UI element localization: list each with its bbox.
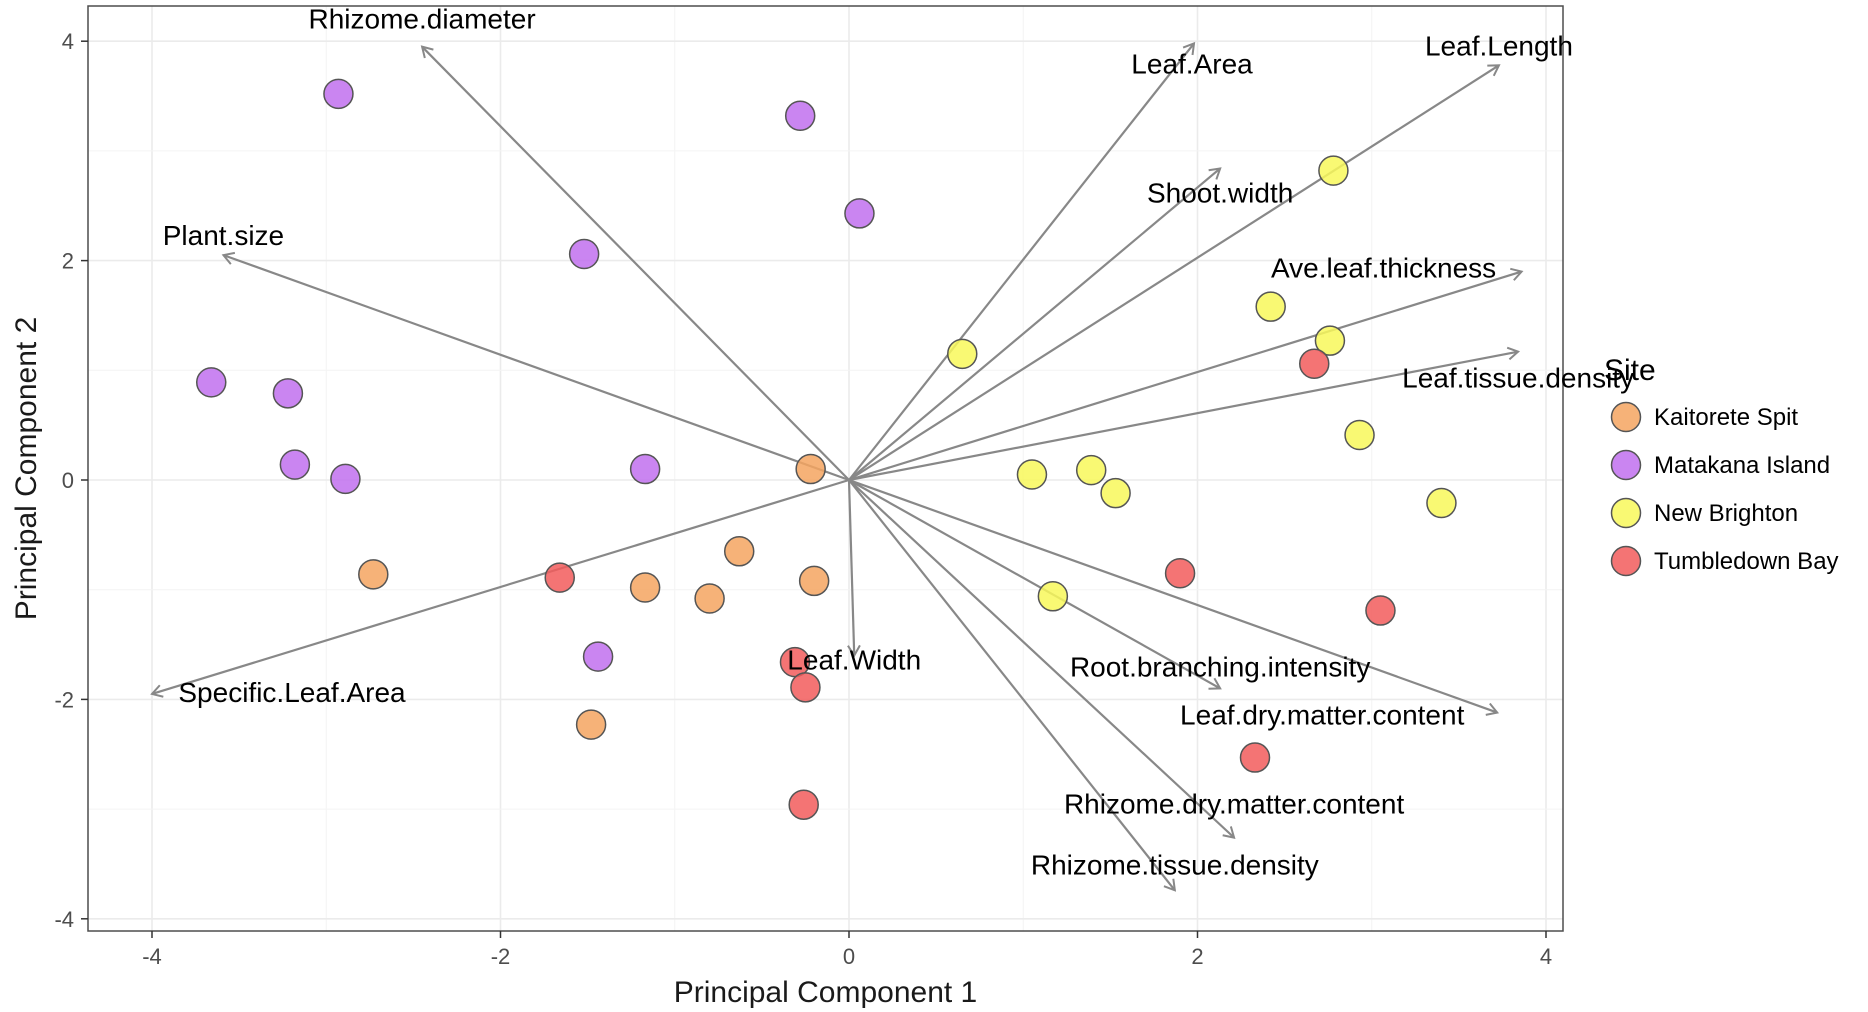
y-tick-label: 2 [62,249,74,274]
data-point [629,572,661,603]
data-point [1037,581,1069,612]
vector-arrow [420,45,850,481]
data-point [1100,477,1131,509]
vector-label: Shoot.width [1147,177,1293,208]
vector-arrow [848,64,1501,481]
vector-label: Ave.leaf.thickness [1271,253,1496,284]
data-point [629,453,661,485]
x-tick-label: 2 [1191,944,1203,969]
data-point [1239,742,1271,773]
vector-arrow [848,167,1222,481]
data-point [1164,557,1196,589]
x-axis-title: Principal Component 1 [674,976,978,1009]
data-point [195,367,227,398]
legend-label: Tumbledown Bay [1654,548,1839,575]
data-point [1318,155,1349,186]
data-point [544,562,575,593]
vector-label: Leaf.tissue.density [1402,363,1634,394]
vector-label: Plant.size [163,220,284,251]
plot-panel [87,5,1564,932]
y-tick-label: 0 [62,468,74,493]
vector-arrow [848,267,1524,482]
data-point [798,565,830,597]
data-point [844,198,875,229]
data-point [1075,454,1107,486]
legend-swatch [1610,545,1642,577]
points [195,78,1457,820]
data-point [568,238,600,270]
legend: Site Kaitorete Spit Matakana Island New Br… [1604,354,1839,577]
data-point [272,378,304,409]
y-tick-label: -4 [54,907,74,932]
y-axis-title: Principal Component 2 [10,317,43,621]
data-point [723,536,755,567]
data-point [358,559,389,590]
vector-labels: Rhizome.diameter Leaf.Area Leaf.Length Shoo… [163,4,1634,881]
vector-label: Specific.Leaf.Area [178,677,406,708]
data-point [795,453,826,485]
vector-label: Rhizome.dry.matter.content [1064,789,1405,820]
legend-title: Site [1604,354,1656,387]
y-tick-label: -2 [54,687,74,712]
vector-arrow [848,479,1222,690]
data-point [784,100,816,132]
data-point [790,672,821,703]
data-point [1365,595,1396,626]
vector-label: Leaf.Length [1425,30,1573,61]
data-point [788,789,819,820]
vector-label: Rhizome.tissue.density [1031,849,1319,880]
data-point [323,78,354,110]
data-point [1314,325,1346,356]
vector-label: Leaf.Width [787,645,921,676]
vector-arrow [848,479,1177,892]
x-tick-label: -4 [142,944,162,969]
data-point [582,641,614,672]
data-point [330,463,361,495]
axes: -4 -2 0 2 4 -4 -2 0 2 4 [54,29,1552,969]
vector-arrow [848,41,1196,481]
data-point [575,709,607,740]
legend-label: New Brighton [1654,500,1798,527]
data-point [1426,487,1457,519]
x-tick-label: -2 [491,944,511,969]
vector-arrow [848,479,1236,839]
vectors [150,41,1524,892]
y-tick-label: 4 [62,29,74,54]
data-point [694,583,725,614]
legend-label: Matakana Island [1654,452,1830,479]
legend-label: Kaitorete Spit [1654,404,1798,431]
data-point [1016,459,1048,490]
x-tick-label: 4 [1540,944,1552,969]
vector-arrow [150,478,850,698]
data-point [1344,419,1375,451]
vector-arrow [221,251,850,482]
vector-label: Root.branching.intensity [1070,651,1370,682]
vector-label: Rhizome.diameter [308,4,535,35]
vector-label: Leaf.Area [1131,48,1253,79]
vector-arrow [848,478,1500,716]
legend-swatch [1610,449,1642,481]
vector-label: Leaf.dry.matter.content [1180,700,1465,731]
data-point [1255,291,1286,322]
legend-swatch [1610,497,1642,529]
data-point [279,449,311,480]
data-point [947,338,978,370]
legend-swatch [1610,401,1642,433]
vector-arrow [847,479,861,658]
vector-arrow [848,346,1521,482]
data-point [1298,348,1330,379]
x-tick-label: 0 [843,944,855,969]
